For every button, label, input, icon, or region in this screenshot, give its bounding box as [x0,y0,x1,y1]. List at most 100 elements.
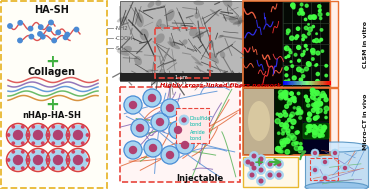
Bar [299,81,300,85]
Circle shape [299,146,303,150]
Circle shape [74,27,78,32]
Circle shape [278,113,283,117]
Circle shape [304,95,307,98]
Bar [294,81,295,85]
Circle shape [314,152,317,154]
Bar [319,81,320,85]
Circle shape [33,130,42,139]
Ellipse shape [155,19,162,29]
Circle shape [286,132,290,135]
Circle shape [292,142,296,146]
Circle shape [292,6,295,9]
Circle shape [256,157,264,167]
Circle shape [169,121,187,139]
Ellipse shape [193,1,204,5]
Bar [243,1,330,87]
Circle shape [316,128,318,130]
Circle shape [247,170,257,180]
Circle shape [148,94,155,101]
Text: +: + [45,96,59,114]
Circle shape [316,33,317,35]
Circle shape [275,160,283,169]
Circle shape [29,125,48,145]
Circle shape [308,15,312,19]
Circle shape [285,57,287,58]
Circle shape [321,91,325,95]
Ellipse shape [189,28,198,36]
Circle shape [297,108,301,112]
Ellipse shape [117,16,128,22]
Text: CLSM in vitro: CLSM in vitro [363,20,368,67]
Circle shape [302,34,305,37]
Circle shape [321,132,323,134]
Circle shape [313,117,317,120]
Ellipse shape [120,20,124,27]
Circle shape [258,160,262,164]
Circle shape [167,105,173,112]
Circle shape [285,97,287,100]
Circle shape [312,131,315,134]
Circle shape [279,94,284,100]
Circle shape [72,151,74,153]
Ellipse shape [177,27,180,31]
Circle shape [321,134,324,137]
Circle shape [252,166,256,170]
Ellipse shape [305,142,368,152]
Circle shape [72,142,74,144]
Circle shape [296,142,299,144]
Circle shape [22,167,24,169]
Circle shape [307,117,309,120]
Circle shape [259,157,263,161]
Bar [304,81,305,85]
Circle shape [325,74,327,77]
Circle shape [86,134,89,136]
Circle shape [28,26,33,31]
Circle shape [290,115,292,117]
Circle shape [315,130,318,134]
Circle shape [12,167,15,169]
Circle shape [323,126,326,130]
Circle shape [315,64,317,67]
Bar [306,81,307,85]
Circle shape [298,59,300,62]
Circle shape [259,168,263,172]
Circle shape [157,119,164,125]
Circle shape [278,149,282,153]
Bar [313,81,314,85]
Circle shape [293,100,296,103]
Circle shape [318,13,322,16]
Circle shape [284,80,288,84]
Ellipse shape [305,182,368,189]
Ellipse shape [182,39,187,45]
Bar [283,2,329,86]
Ellipse shape [167,41,180,49]
Ellipse shape [236,77,241,84]
Circle shape [7,159,10,161]
Ellipse shape [237,15,243,27]
Bar [176,108,209,143]
Circle shape [52,125,54,128]
Circle shape [311,95,315,99]
Circle shape [47,27,51,31]
Circle shape [46,134,49,136]
Circle shape [33,156,42,164]
Bar [311,81,312,85]
Circle shape [9,125,28,145]
Circle shape [295,131,298,134]
Circle shape [29,34,33,39]
Circle shape [32,142,35,144]
Circle shape [182,142,189,149]
Circle shape [129,146,137,153]
Bar [284,81,285,85]
Circle shape [281,142,286,147]
Circle shape [9,150,28,170]
Circle shape [48,150,67,170]
Circle shape [275,119,280,124]
Circle shape [312,40,315,42]
Text: -NH2: -NH2 [115,26,129,30]
Bar [285,81,286,85]
Circle shape [144,139,162,157]
Bar [120,87,240,182]
Circle shape [293,98,296,101]
Ellipse shape [220,51,225,58]
